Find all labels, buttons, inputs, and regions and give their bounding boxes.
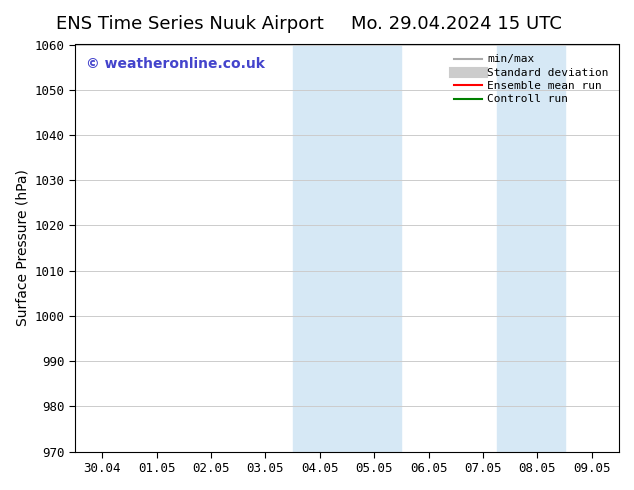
Bar [496, 45, 565, 452]
Text: Mo. 29.04.2024 15 UTC: Mo. 29.04.2024 15 UTC [351, 15, 562, 33]
Y-axis label: Surface Pressure (hPa): Surface Pressure (hPa) [15, 170, 29, 326]
Legend: min/max, Standard deviation, Ensemble mean run, Controll run: min/max, Standard deviation, Ensemble me… [450, 50, 614, 109]
Bar [292, 45, 401, 452]
Text: ENS Time Series Nuuk Airport: ENS Time Series Nuuk Airport [56, 15, 324, 33]
Text: © weatheronline.co.uk: © weatheronline.co.uk [86, 57, 265, 71]
